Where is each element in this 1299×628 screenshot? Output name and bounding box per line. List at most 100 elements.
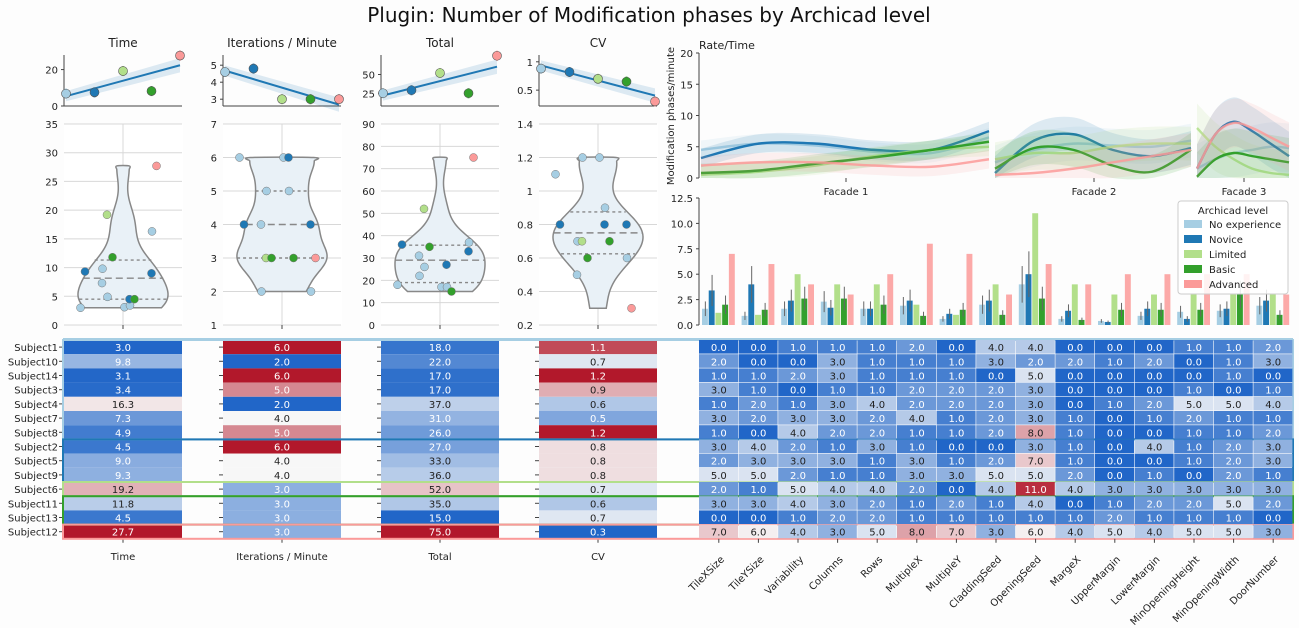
violin-point [267, 253, 276, 263]
param-value: 3.0 [909, 457, 925, 468]
param-value: 8.0 [909, 528, 925, 539]
heat-cell [381, 496, 499, 511]
param-value: 0.0 [1265, 372, 1281, 383]
param-value: 0.0 [1146, 457, 1162, 468]
param-cell [857, 439, 897, 453]
param-value: 1.0 [869, 357, 885, 368]
param-cell [976, 396, 1016, 411]
y-tick-label: 80 [362, 142, 375, 153]
param-cell [897, 340, 936, 354]
param-cell [699, 439, 738, 453]
heat-cell [381, 439, 499, 454]
bar-openingseed-novice [1025, 274, 1032, 325]
param-cell [936, 453, 976, 468]
heat-cell [223, 453, 341, 468]
param-value: 1.0 [750, 386, 766, 397]
heat-value: 16.3 [112, 400, 134, 411]
bar-margex-basic [1078, 319, 1085, 325]
y-tick-label: 40 [362, 232, 375, 243]
heat-value: 7.3 [115, 414, 131, 425]
row-label-subject2: Subject2 [14, 443, 58, 454]
violin-point [447, 287, 456, 296]
bar-rows-advanced [887, 274, 894, 325]
param-value: 2.0 [909, 485, 925, 496]
param-cell [738, 340, 778, 354]
param-cell [778, 467, 818, 482]
param-column-label: Rows [859, 554, 885, 580]
param-cell [936, 496, 976, 510]
param-cell [936, 439, 976, 453]
violin-point [415, 271, 424, 281]
legend-entry: Basic [1209, 265, 1235, 276]
y-tick-label: 20 [45, 206, 58, 217]
trend-point-basic [146, 86, 157, 96]
bar-multipley-novice [946, 313, 953, 325]
param-value: 6.0 [1028, 528, 1044, 539]
param-cell [1095, 496, 1134, 510]
param-cell [936, 467, 976, 482]
param-cell [976, 482, 1016, 496]
heat-cell [64, 453, 182, 468]
param-cell [857, 510, 897, 524]
param-cell [857, 382, 897, 397]
param-value: 3.0 [948, 471, 964, 482]
rate-ylabel: Modification phases/minute [666, 47, 677, 185]
param-value: 2.0 [1067, 357, 1083, 368]
param-cell [778, 482, 818, 496]
y-tick-label: 0.5 [517, 86, 533, 97]
param-value: 2.0 [988, 414, 1004, 425]
trend-panel-0: Time 0 20 [45, 36, 185, 113]
param-column-label: Columns [807, 554, 846, 593]
param-value: 1.0 [1265, 471, 1281, 482]
violin-point [622, 253, 632, 263]
heat-cell [539, 482, 657, 497]
param-cell [1253, 425, 1293, 439]
heat-value: 4.0 [274, 414, 290, 425]
heat-cell [223, 382, 341, 397]
param-value: 3.0 [830, 528, 846, 539]
param-value: 1.0 [790, 514, 806, 525]
heat-cell [223, 482, 341, 497]
param-value: 0.0 [1226, 386, 1242, 397]
param-value: 1.0 [909, 499, 925, 510]
trend-point-basic [621, 76, 632, 87]
bar-multiplex-novice [906, 300, 913, 325]
param-cell [1213, 467, 1253, 482]
facade-label: Facade 3 [1222, 187, 1267, 198]
param-cell [817, 396, 857, 411]
y-tick-label: 1.2 [517, 154, 533, 165]
heat-value: 3.1 [115, 372, 131, 383]
heat-value: 75.0 [429, 528, 451, 539]
y-tick-label: 0 [369, 321, 375, 332]
param-value: 0.0 [948, 443, 964, 454]
param-value: 1.0 [790, 343, 806, 354]
param-value: 3.0 [830, 414, 846, 425]
bar-uppermargin-novice [1104, 321, 1111, 325]
param-cell [857, 496, 897, 510]
param-cell [1174, 425, 1214, 439]
bar-rows-basic [880, 304, 887, 325]
param-cell [1174, 382, 1214, 397]
param-cell [1174, 496, 1214, 510]
bar-multipley-limited [953, 314, 959, 325]
bar-multipley-basic [959, 309, 966, 325]
param-cell [699, 411, 738, 425]
param-cell [1253, 467, 1293, 482]
param-value: 3.0 [830, 457, 846, 468]
rate-line-limited [1196, 127, 1290, 177]
bar-openingseed-limited [1032, 213, 1039, 325]
param-cell [699, 354, 738, 368]
param-cell [857, 354, 897, 368]
param-cell [1095, 382, 1134, 397]
y-tick-label: 35 [45, 120, 58, 131]
legend-swatch-limited [1184, 250, 1202, 258]
param-value: 2.0 [869, 428, 885, 439]
legend-entry: No experience [1209, 220, 1281, 231]
violin-point [425, 242, 434, 252]
rate-line-basic [1196, 151, 1290, 178]
y-tick-label: 0.0 [677, 321, 693, 332]
param-cell [1174, 411, 1214, 425]
trend-point-no-experience [536, 63, 546, 74]
param-value: 1.0 [909, 443, 925, 454]
trend-line [224, 69, 340, 106]
